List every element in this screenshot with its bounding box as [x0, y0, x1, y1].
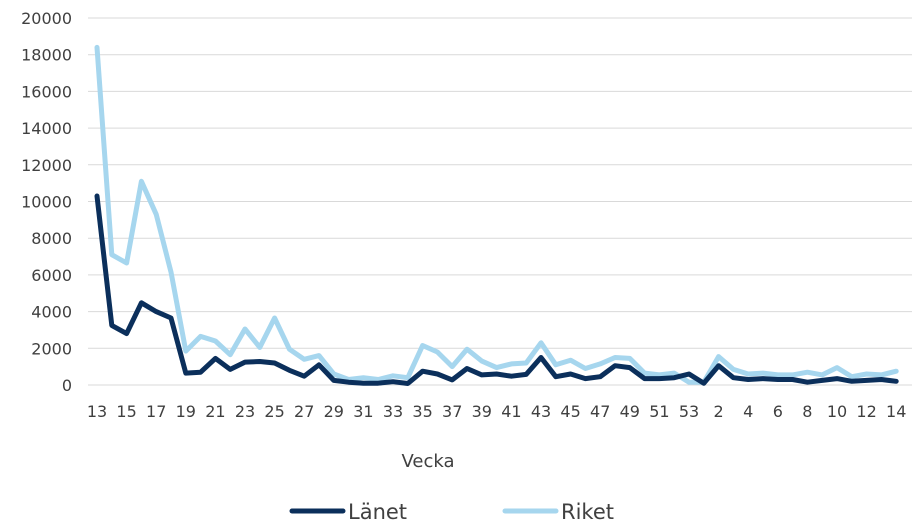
- x-tick-label: 23: [235, 402, 255, 421]
- x-tick-label: 51: [649, 402, 669, 421]
- x-tick-label: 15: [116, 402, 136, 421]
- x-tick-label: 37: [442, 402, 462, 421]
- x-tick-label: 31: [353, 402, 373, 421]
- legend-label: Länet: [348, 500, 407, 521]
- series-line-0: [94, 193, 899, 386]
- series-line-1: [94, 44, 899, 385]
- x-tick-label: 14: [886, 402, 906, 421]
- x-tick-label: 6: [773, 402, 783, 421]
- y-tick-label: 0: [62, 376, 72, 395]
- x-tick-label: 27: [294, 402, 314, 421]
- y-tick-label: 20000: [21, 9, 72, 28]
- y-tick-label: 18000: [21, 46, 72, 65]
- y-tick-label: 2000: [31, 339, 72, 358]
- x-tick-label: 19: [176, 402, 196, 421]
- x-tick-label: 10: [827, 402, 847, 421]
- x-tick-label: 25: [264, 402, 284, 421]
- x-tick-label: 49: [620, 402, 640, 421]
- x-tick-labels: 13 15 17 19 21 23 25 27 29 31 33 35 37 39 41 43 45 47 49 51…: [87, 402, 907, 421]
- x-tick-label: 12: [856, 402, 876, 421]
- x-tick-label: 21: [205, 402, 225, 421]
- x-tick-label: 43: [531, 402, 551, 421]
- y-tick-label: 4000: [31, 303, 72, 322]
- x-tick-label: 47: [590, 402, 610, 421]
- legend-label: Riket: [561, 500, 614, 521]
- x-tick-label: 45: [560, 402, 580, 421]
- x-tick-label: 39: [472, 402, 492, 421]
- x-tick-label: 41: [501, 402, 521, 421]
- x-axis-title: Vecka: [401, 451, 454, 472]
- x-tick-label: 29: [324, 402, 344, 421]
- x-tick-label: 17: [146, 402, 166, 421]
- x-tick-label: 8: [802, 402, 812, 421]
- legend: Länet Riket: [289, 500, 614, 521]
- y-tick-labels: 0 2000 4000 6000 8000 10000 12000 14000 16000 180…: [21, 9, 72, 395]
- y-tick-label: 10000: [21, 193, 72, 212]
- y-tick-label: 16000: [21, 82, 72, 101]
- x-tick-label: 53: [679, 402, 699, 421]
- x-tick-label: 4: [743, 402, 753, 421]
- y-tick-label: 8000: [31, 229, 72, 248]
- series-lines: [94, 44, 899, 386]
- x-tick-label: 13: [87, 402, 107, 421]
- x-tick-label: 2: [714, 402, 724, 421]
- y-tick-label: 14000: [21, 119, 72, 138]
- x-tick-label: 35: [412, 402, 432, 421]
- gridlines: [88, 17, 912, 386]
- x-tick-label: 33: [383, 402, 403, 421]
- y-tick-label: 6000: [31, 266, 72, 285]
- y-tick-label: 12000: [21, 156, 72, 175]
